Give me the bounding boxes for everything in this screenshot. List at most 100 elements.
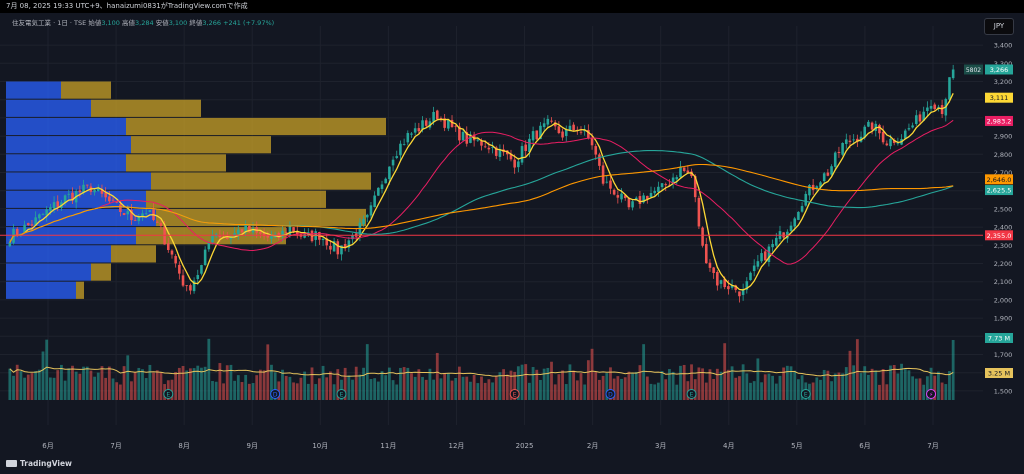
volume-bar	[214, 381, 218, 400]
candle-body	[148, 210, 152, 213]
candle-body	[351, 235, 354, 240]
volume-bar	[273, 372, 277, 400]
candle-body	[564, 129, 568, 136]
candle-body	[587, 129, 590, 139]
value-tag-text: 7.73 M	[988, 335, 1010, 343]
volume-bar	[631, 373, 634, 400]
volume-bar	[819, 379, 822, 400]
volume-profile	[6, 81, 386, 299]
value-tag	[985, 230, 1013, 241]
volume-bar	[627, 371, 631, 400]
candle-body	[704, 244, 708, 264]
candle-body	[292, 227, 295, 232]
last-symbol-tag	[964, 64, 983, 75]
event-marker	[270, 389, 281, 399]
candle-body	[218, 235, 222, 238]
volume-bar	[598, 379, 601, 400]
candle-body	[295, 231, 299, 235]
candle-body	[362, 219, 365, 225]
volume-bar	[461, 376, 465, 400]
volume-bar	[944, 384, 948, 400]
volume-bar	[358, 374, 362, 400]
volume-bar	[612, 378, 616, 400]
vp-row-blue	[6, 208, 156, 227]
candle-body	[454, 125, 457, 127]
time-axis[interactable]: 6月 7月 8月 9月 10月 11月 12月 2025 2月 3月 4月 5月 6月 7月	[0, 431, 983, 454]
volume-bar	[601, 375, 605, 400]
price-tags: 5802 3,266 3,111 2,983.2 2,646.0 2,625.5 2,355…	[964, 64, 1013, 378]
price-tick-label: 1,700	[994, 351, 1013, 359]
volume-bar	[701, 368, 704, 400]
vp-row-gold	[146, 190, 326, 208]
candle-body	[922, 111, 925, 121]
snapshot-timestamp: 7月 08, 2025 19:33 UTC+9、hanaizumi0831がTr…	[6, 2, 248, 10]
candle-body	[734, 285, 738, 290]
volume-bar	[542, 368, 546, 400]
candle-body	[240, 229, 244, 233]
candle-body	[174, 256, 177, 264]
volume-bar	[649, 383, 653, 400]
candle-body	[332, 241, 336, 252]
volume-bar	[690, 364, 693, 400]
event-marker	[163, 389, 174, 399]
candle-body	[380, 184, 384, 189]
candle-body	[365, 214, 369, 218]
tradingview-brand[interactable]: TradingView	[6, 459, 72, 468]
volume-bar	[23, 377, 26, 400]
candle-body	[38, 214, 41, 219]
volume-bar	[354, 366, 358, 400]
value-tag	[985, 333, 1013, 343]
volume-bar	[387, 367, 391, 400]
candle-body	[590, 138, 594, 146]
candle-body	[892, 139, 896, 144]
volume-bar	[247, 383, 251, 400]
volume-bar	[325, 377, 329, 400]
volume-bar	[457, 366, 461, 400]
candle-body	[229, 237, 233, 240]
volume-bar	[192, 368, 196, 400]
volume-bar	[546, 367, 550, 400]
volume-bar	[726, 369, 730, 400]
volume-bar	[785, 365, 789, 400]
volume-bar	[211, 381, 214, 400]
candle-body	[439, 118, 443, 119]
time-tick-label: 10月	[312, 442, 328, 450]
volume-bar	[557, 374, 561, 400]
volume-bar	[480, 376, 483, 400]
volume-bar	[568, 364, 572, 400]
volume-bar	[778, 375, 782, 400]
candle-body	[528, 138, 531, 153]
candle-body	[458, 126, 461, 141]
volume-bar	[130, 381, 133, 400]
volume-bar	[833, 373, 837, 400]
volume-bar	[682, 364, 686, 400]
candle-body	[789, 225, 793, 231]
volume-bar	[623, 377, 627, 400]
volume-bar	[653, 384, 657, 400]
candle-body	[340, 245, 343, 255]
time-tick-label: 6月	[859, 442, 870, 450]
volume-bar	[270, 364, 273, 400]
volume-bar	[605, 373, 609, 400]
volume-bar	[85, 366, 89, 400]
candle-body	[347, 240, 351, 248]
symbol-name[interactable]: 住友電気工業 · 1日 · TSE	[12, 19, 87, 27]
volume-bar	[686, 381, 690, 400]
volume-bar	[793, 370, 797, 400]
vp-row-gold	[131, 136, 271, 154]
candle-body	[878, 124, 881, 134]
candle-body	[524, 144, 528, 151]
volume-bar	[435, 352, 439, 400]
candle-body	[329, 245, 332, 250]
volume-bar	[516, 366, 520, 400]
price-tick-label: 2,000	[994, 296, 1013, 304]
volume-bar	[288, 376, 292, 400]
event-marker	[509, 389, 520, 399]
candle-body	[237, 229, 240, 235]
candle-body	[752, 265, 756, 272]
candle-body	[598, 154, 601, 166]
currency-button[interactable]: JPY	[984, 18, 1014, 35]
candle-body	[601, 165, 605, 184]
volume-bar	[45, 339, 49, 400]
